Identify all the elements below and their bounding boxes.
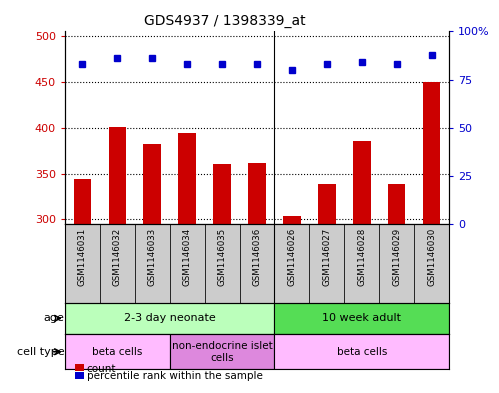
Text: non-endocrine islet
cells: non-endocrine islet cells xyxy=(172,341,272,362)
Text: GSM1146029: GSM1146029 xyxy=(392,228,401,286)
Bar xyxy=(205,224,240,303)
Bar xyxy=(353,141,370,224)
Text: 10 week adult: 10 week adult xyxy=(322,313,401,323)
Bar xyxy=(108,127,126,224)
Bar xyxy=(318,184,335,224)
Text: count: count xyxy=(87,364,116,374)
Text: GSM1146035: GSM1146035 xyxy=(218,228,227,286)
Bar xyxy=(423,82,440,224)
Bar xyxy=(274,224,309,303)
Text: GSM1146027: GSM1146027 xyxy=(322,228,331,286)
Bar xyxy=(344,224,379,303)
Text: GSM1146033: GSM1146033 xyxy=(148,228,157,286)
Bar xyxy=(135,224,170,303)
Bar xyxy=(248,163,265,224)
Text: 2-3 day neonate: 2-3 day neonate xyxy=(124,313,216,323)
Bar xyxy=(170,224,205,303)
Text: GSM1146030: GSM1146030 xyxy=(427,228,436,286)
Bar xyxy=(170,334,274,369)
Bar xyxy=(65,224,100,303)
Bar xyxy=(283,216,300,224)
Bar xyxy=(274,303,449,334)
Text: percentile rank within the sample: percentile rank within the sample xyxy=(87,371,262,382)
Bar xyxy=(309,224,344,303)
Text: GSM1146026: GSM1146026 xyxy=(287,228,296,286)
Bar xyxy=(240,224,274,303)
Text: GSM1146032: GSM1146032 xyxy=(113,228,122,286)
Bar xyxy=(414,224,449,303)
Text: GDS4937 / 1398339_at: GDS4937 / 1398339_at xyxy=(144,14,305,28)
Text: GSM1146034: GSM1146034 xyxy=(183,228,192,286)
Bar xyxy=(100,224,135,303)
Text: beta cells: beta cells xyxy=(337,347,387,357)
Bar xyxy=(65,303,274,334)
Bar xyxy=(379,224,414,303)
Text: age: age xyxy=(43,313,64,323)
Bar xyxy=(144,144,161,224)
Bar xyxy=(388,184,405,224)
Text: GSM1146036: GSM1146036 xyxy=(252,228,261,286)
Bar xyxy=(214,164,231,224)
Text: GSM1146028: GSM1146028 xyxy=(357,228,366,286)
Text: cell type: cell type xyxy=(16,347,64,357)
Bar xyxy=(74,179,91,224)
Text: beta cells: beta cells xyxy=(92,347,142,357)
Bar xyxy=(274,334,449,369)
Bar xyxy=(65,334,170,369)
Text: GSM1146031: GSM1146031 xyxy=(78,228,87,286)
Bar xyxy=(179,133,196,224)
